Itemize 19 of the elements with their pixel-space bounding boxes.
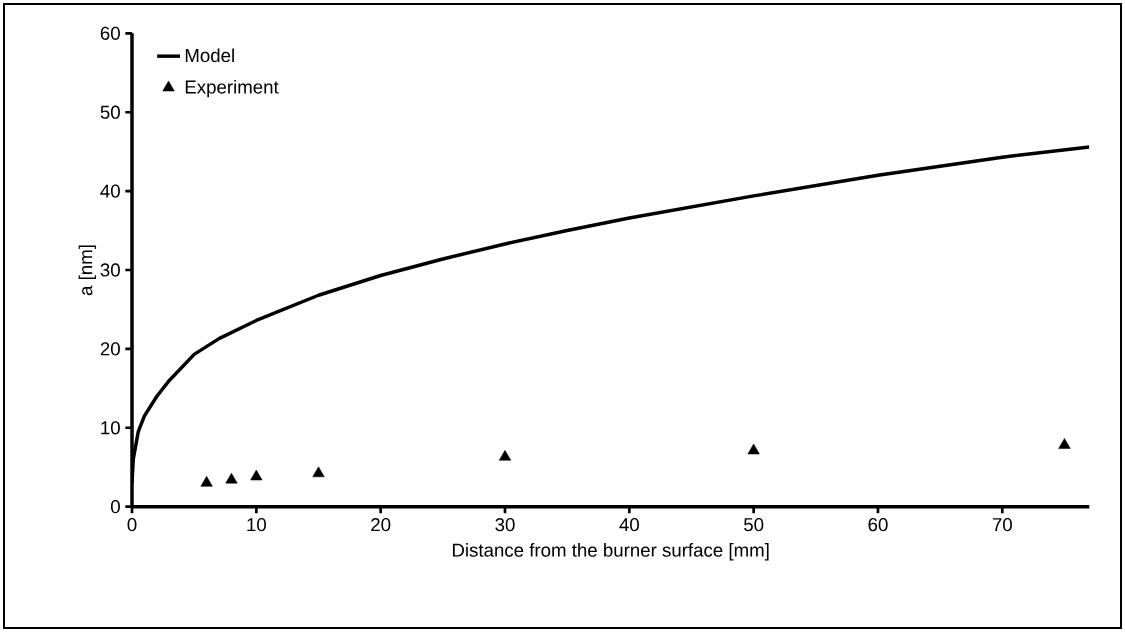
x-axis-title: Distance from the burner surface [mm] [452,543,769,561]
y-tick-label: 30 [100,263,120,277]
y-tick-label: 10 [101,421,120,435]
y-tick-label: 40 [100,184,120,198]
x-tick-label: 70 [992,518,1012,532]
y-tick-label: 50 [100,105,120,119]
x-tick-label: 20 [371,518,391,532]
x-tick-label: 40 [619,518,639,532]
x-tick-label: 0 [127,518,137,532]
x-tick-label: 60 [868,518,888,532]
x-tick-label: 50 [744,518,764,532]
y-axis-title: a [nm] [78,245,97,296]
legend-label: Model [185,48,234,63]
y-tick-label: 0 [110,500,120,514]
x-tick-label: 10 [247,518,266,532]
y-tick-label: 60 [100,26,120,40]
y-tick-label: 20 [100,342,120,356]
x-tick-label: 30 [495,518,515,532]
legend-label: Experiment [185,79,279,98]
